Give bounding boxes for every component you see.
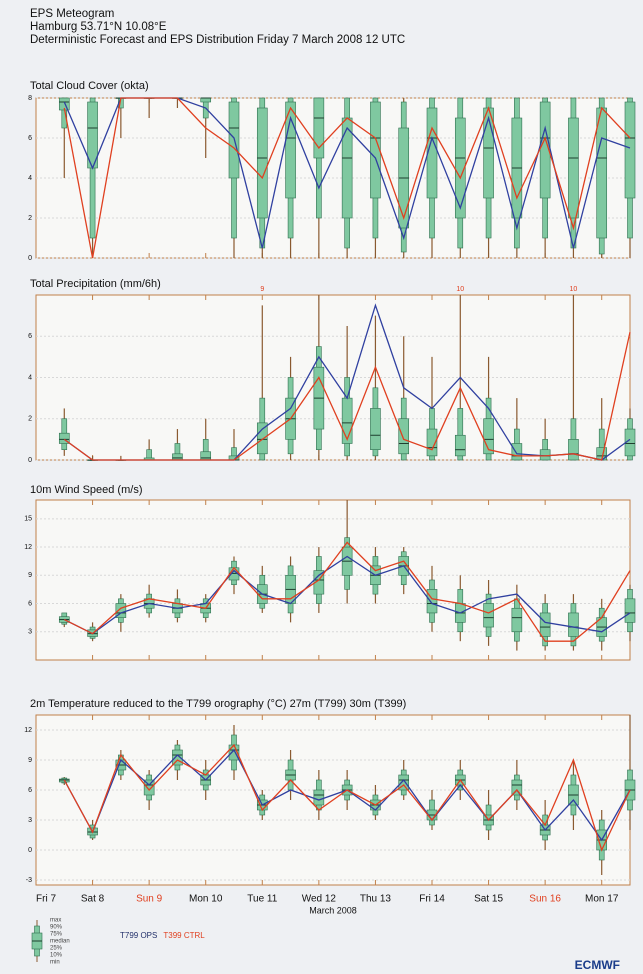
panel-title: Total Cloud Cover (okta): [30, 80, 149, 92]
box-inner: [172, 749, 183, 766]
annotation: 9: [260, 286, 264, 293]
box-inner: [539, 612, 551, 637]
x-tick-label: Thu 13: [360, 894, 392, 905]
box-inner: [341, 397, 353, 444]
box-inner: [341, 117, 353, 219]
legend-entry: T399 CTRL: [163, 931, 205, 940]
y-tick-label: 12: [24, 544, 32, 551]
box-inner: [426, 428, 438, 457]
y-tick-label: 12: [24, 727, 32, 734]
box-inner: [115, 603, 127, 618]
x-tick-label: Wed 12: [302, 894, 337, 905]
box-inner: [483, 418, 494, 455]
legend-box-label: max: [50, 918, 61, 924]
box-inner: [483, 107, 494, 199]
y-tick-label: -3: [26, 877, 32, 884]
x-tick-label: Mon 10: [189, 894, 223, 905]
box-inner: [539, 449, 551, 461]
box-inner: [313, 570, 325, 595]
logo: ECMWF: [575, 958, 620, 972]
y-tick-label: 6: [28, 787, 32, 794]
series-line: [63, 97, 631, 259]
box-inner: [454, 434, 466, 457]
panel-title: Total Precipitation (mm/6h): [30, 278, 161, 290]
x-tick-label: Mon 17: [585, 894, 619, 905]
x-tick-label: Fri 14: [419, 894, 445, 905]
box-inner: [483, 603, 494, 628]
box-inner: [285, 101, 296, 199]
x-axis-label: March 2008: [309, 905, 357, 915]
plot-area: [35, 499, 631, 661]
y-tick-label: 6: [28, 600, 32, 607]
box-inner: [511, 779, 523, 796]
x-tick-label: Sun 9: [136, 894, 163, 905]
box-inner: [143, 779, 155, 796]
series-line: [63, 331, 631, 461]
x-tick-label: Sat 8: [81, 894, 105, 905]
box-inner: [256, 107, 268, 219]
annotation: 10: [570, 286, 578, 293]
y-tick-label: 3: [28, 629, 32, 636]
series-line: [63, 743, 631, 852]
y-tick-label: 4: [28, 175, 32, 182]
box-inner: [172, 453, 183, 461]
x-tick-label: Tue 11: [247, 894, 277, 905]
y-tick-label: 2: [28, 416, 32, 423]
panel-title: 10m Wind Speed (m/s): [30, 484, 142, 496]
box-inner: [200, 451, 212, 461]
header-location: Hamburg 53.71°N 10.08°E: [30, 21, 167, 33]
box-inner: [200, 97, 212, 103]
legend-box-label: 10%: [50, 953, 63, 959]
y-tick-label: 9: [28, 757, 32, 764]
x-tick-label: Sun 16: [529, 894, 561, 905]
y-tick-label: 3: [28, 817, 32, 824]
series-line: [63, 541, 631, 642]
x-tick-label: Sat 15: [474, 894, 503, 905]
legend-box-label: 75%: [50, 932, 63, 938]
box-inner: [370, 101, 381, 199]
y-tick-label: 4: [28, 374, 32, 381]
box-inner: [568, 117, 579, 219]
y-tick-label: 8: [28, 95, 32, 102]
header-title: EPS Meteogram: [30, 8, 114, 20]
box-inner: [568, 439, 579, 461]
legend-box-label: min: [50, 960, 60, 966]
x-tick-label: Fri 7: [36, 894, 56, 905]
box-inner: [596, 107, 608, 239]
box-inner: [398, 418, 410, 455]
legend-box-label: 25%: [50, 946, 63, 952]
y-tick-label: 0: [28, 255, 32, 262]
box-inner: [426, 589, 438, 614]
annotation: 10: [456, 286, 464, 293]
box-inner: [568, 612, 579, 637]
legend-box-label: 90%: [50, 925, 63, 931]
box-inner: [624, 598, 636, 623]
y-tick-label: 6: [28, 333, 32, 340]
box-outer: [457, 408, 464, 461]
series-line: [63, 555, 631, 635]
header-subtitle: Deterministic Forecast and EPS Distribut…: [30, 34, 405, 46]
box-inner: [624, 101, 636, 199]
legend-box-label: median: [50, 939, 70, 945]
panel-title: 2m Temperature reduced to the T799 orogr…: [30, 698, 406, 710]
box-inner: [370, 408, 381, 450]
box-inner: [313, 789, 325, 806]
box-inner: [511, 443, 523, 461]
y-tick-label: 0: [28, 457, 32, 464]
y-tick-label: 6: [28, 135, 32, 142]
box-inner: [426, 107, 438, 199]
box-inner: [256, 422, 268, 455]
y-tick-label: 15: [24, 516, 32, 523]
y-tick-label: 9: [28, 572, 32, 579]
y-tick-label: 2: [28, 215, 32, 222]
box-inner: [511, 607, 523, 633]
y-tick-label: 0: [28, 847, 32, 854]
box-inner: [58, 432, 70, 444]
box-inner: [313, 97, 325, 159]
legend-entry: T799 OPS: [120, 931, 157, 940]
box-inner: [398, 774, 410, 791]
